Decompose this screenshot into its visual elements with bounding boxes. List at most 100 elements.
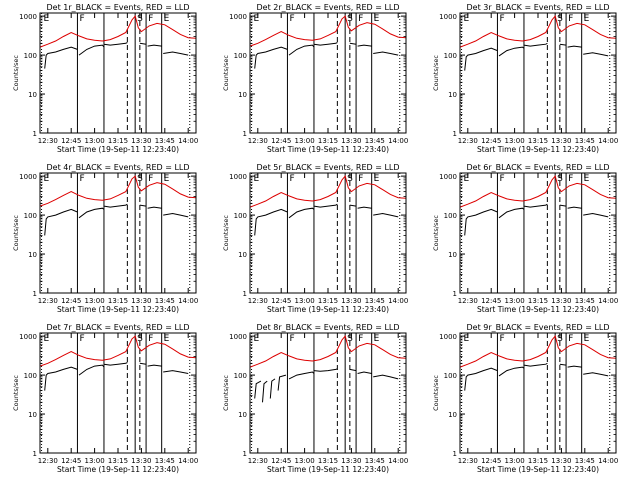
x-tick-label: 12:45 (61, 457, 81, 465)
x-tick-label: 12:45 (271, 457, 291, 465)
x-tick-label: 14:00 (388, 457, 408, 465)
event-marker-label: F (148, 14, 153, 24)
plot-frame (249, 172, 407, 294)
x-tick-label: 13:15 (108, 297, 128, 305)
series-events-line (78, 44, 105, 56)
event-marker-label: E (374, 334, 380, 344)
event-marker-label: F (499, 174, 504, 184)
x-axis-label: Start Time (19-Sep-11 12:23:40) (267, 465, 389, 474)
y-tick-label: 1 (453, 450, 457, 458)
series-events-line (254, 380, 262, 399)
y-tick-label: 10 (448, 91, 457, 99)
event-marker-label: E (374, 174, 380, 184)
y-tick-label: 1000 (229, 333, 247, 341)
y-axis-label: Counts/sec (432, 55, 440, 91)
series-events-line (373, 51, 399, 56)
x-axis-label: Start Time (19-Sep-11 12:23:40) (57, 465, 179, 474)
event-marker-label: E (374, 14, 380, 24)
event-marker-label: S (347, 14, 353, 24)
series-events-line (103, 203, 128, 208)
series-events-line (567, 45, 582, 48)
y-axis-label: Counts/sec (222, 55, 230, 91)
event-marker-label: E (164, 334, 170, 344)
series-events-line (288, 371, 315, 380)
event-marker-label: F (568, 334, 573, 344)
y-axis-label: Counts/sec (12, 375, 20, 411)
chart-title: Det 9r_BLACK = Events, RED = LLD (466, 323, 609, 332)
y-tick-label: 100 (444, 372, 457, 380)
x-tick-label: 13:15 (318, 137, 338, 145)
y-tick-label: 1 (33, 450, 37, 458)
y-tick-label: 10 (448, 411, 457, 419)
event-marker-label: F (79, 14, 84, 24)
y-tick-label: 1000 (229, 173, 247, 181)
series-lld-line (249, 15, 407, 47)
event-marker-label: E (584, 174, 590, 184)
series-events-line (254, 208, 288, 236)
event-marker-label: S (557, 174, 563, 184)
series-events-line (313, 203, 338, 208)
event-marker-label: E (464, 14, 470, 24)
event-marker-label: E (164, 174, 170, 184)
x-tick-label: 12:45 (481, 137, 501, 145)
series-events-line (254, 46, 288, 69)
series-events-line (498, 366, 525, 377)
event-marker-label: F (79, 174, 84, 184)
series-events-line (288, 207, 315, 219)
series-lld-line (249, 175, 407, 208)
x-tick-label: 13:30 (551, 297, 571, 305)
x-tick-label: 13:00 (505, 137, 525, 145)
event-marker-label: E (464, 174, 470, 184)
x-tick-label: 13:30 (131, 457, 151, 465)
y-tick-label: 1000 (19, 173, 37, 181)
chart-title: Det 8r_BLACK = Events, RED = LLD (256, 323, 399, 332)
plot-frame (249, 332, 407, 454)
series-events-line (277, 374, 287, 391)
event-marker-label: E (464, 334, 470, 344)
series-events-line (498, 207, 525, 219)
series-events-line (357, 44, 372, 47)
x-axis-label: Start Time (19-Sep-11 12:23:40) (477, 465, 599, 474)
chart-title: Det 1r_BLACK = Events, RED = LLD (46, 3, 189, 12)
x-axis-label: Start Time (19-Sep-11 12:23:40) (267, 305, 389, 314)
series-events-line (103, 362, 128, 366)
x-tick-label: 12:30 (458, 137, 478, 145)
x-tick-label: 13:15 (108, 137, 128, 145)
series-events-line (147, 364, 162, 367)
x-tick-label: 12:45 (271, 137, 291, 145)
series-events-line (163, 370, 189, 374)
x-tick-label: 12:30 (38, 297, 58, 305)
series-events-line (349, 42, 357, 45)
series-lld-line (459, 15, 617, 48)
y-axis-label: Counts/sec (12, 215, 20, 251)
x-tick-label: 14:00 (598, 297, 618, 305)
x-tick-label: 12:30 (458, 297, 478, 305)
chart-title: Det 3r_BLACK = Events, RED = LLD (466, 3, 609, 12)
x-tick-label: 13:15 (528, 297, 548, 305)
x-tick-label: 12:45 (61, 297, 81, 305)
x-tick-label: 14:00 (598, 457, 618, 465)
y-tick-label: 1 (243, 130, 247, 138)
y-tick-label: 100 (234, 372, 247, 380)
plot-frame (39, 12, 197, 134)
x-tick-label: 13:15 (318, 457, 338, 465)
event-marker-label: F (499, 14, 504, 24)
x-tick-label: 13:00 (505, 297, 525, 305)
series-events-line (373, 374, 399, 380)
series-events-line (103, 42, 128, 46)
series-lld-line (39, 335, 197, 367)
y-tick-label: 1000 (439, 333, 457, 341)
series-events-line (78, 207, 105, 219)
event-marker-label: S (347, 174, 353, 184)
y-tick-label: 10 (238, 91, 247, 99)
x-tick-label: 13:30 (341, 297, 361, 305)
series-events-line (139, 204, 147, 207)
event-marker-label: F (148, 334, 153, 344)
x-tick-label: 13:45 (155, 457, 175, 465)
event-marker-label: E (584, 334, 590, 344)
x-tick-label: 13:00 (85, 137, 105, 145)
x-tick-label: 12:45 (271, 297, 291, 305)
